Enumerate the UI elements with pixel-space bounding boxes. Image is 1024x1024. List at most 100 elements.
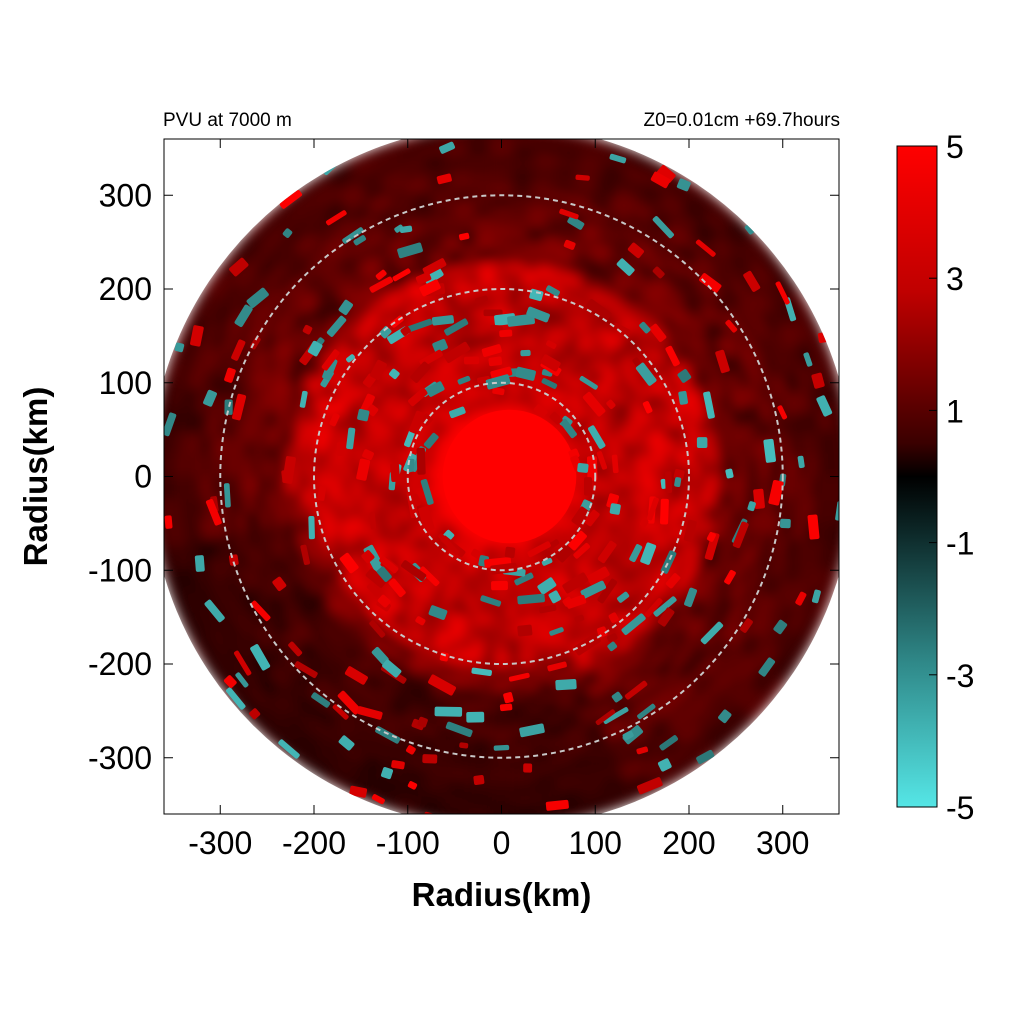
x-tick-label: -200 bbox=[282, 825, 346, 861]
field-cell bbox=[721, 492, 731, 509]
field-cell bbox=[390, 277, 408, 292]
field-cell bbox=[624, 395, 637, 409]
field-cell bbox=[536, 273, 552, 284]
field-cell bbox=[375, 411, 387, 424]
field-cell bbox=[523, 256, 540, 266]
field-cell bbox=[478, 689, 494, 698]
field-cell bbox=[476, 612, 488, 621]
field-cell bbox=[292, 417, 304, 434]
field-cell bbox=[602, 523, 614, 534]
field-cell bbox=[429, 294, 445, 307]
field-cell bbox=[671, 329, 687, 347]
field-cell bbox=[522, 271, 538, 281]
field-cell bbox=[658, 441, 668, 455]
field-cell bbox=[434, 508, 444, 517]
field-cell bbox=[669, 398, 681, 414]
field-cell bbox=[413, 622, 428, 635]
field-cell bbox=[670, 554, 683, 570]
field-cell bbox=[486, 392, 494, 402]
field-cell bbox=[425, 535, 436, 546]
field-cell bbox=[493, 400, 500, 409]
field-cell bbox=[452, 519, 461, 528]
field-cell bbox=[676, 557, 690, 574]
field-cell bbox=[379, 484, 388, 494]
field-cell bbox=[561, 320, 576, 333]
positive-anomaly bbox=[473, 775, 485, 785]
field-cell bbox=[575, 622, 590, 635]
field-cell bbox=[540, 250, 557, 262]
field-cell bbox=[358, 629, 375, 646]
field-cell bbox=[467, 155, 491, 165]
field-cell bbox=[415, 682, 433, 695]
field-cell bbox=[421, 608, 435, 621]
positive-anomaly bbox=[164, 515, 173, 529]
field-cell bbox=[597, 497, 607, 506]
field-cell bbox=[299, 419, 311, 436]
field-cell bbox=[317, 527, 330, 542]
field-cell bbox=[386, 297, 403, 312]
field-cell bbox=[510, 224, 528, 234]
field-cell bbox=[486, 613, 497, 622]
field-cell bbox=[377, 378, 391, 392]
field-cell bbox=[644, 555, 657, 570]
field-cell bbox=[469, 649, 484, 659]
field-cell bbox=[434, 489, 443, 496]
field-cell bbox=[549, 276, 566, 288]
field-cell bbox=[455, 394, 465, 404]
field-cell bbox=[534, 367, 545, 378]
field-cell bbox=[600, 595, 614, 609]
field-cell bbox=[483, 643, 496, 653]
field-cell bbox=[284, 415, 296, 432]
field-cell bbox=[527, 578, 537, 588]
field-cell bbox=[486, 331, 497, 340]
field-cell bbox=[398, 291, 415, 305]
field-cell bbox=[613, 423, 624, 435]
field-cell bbox=[599, 429, 610, 440]
field-cell bbox=[318, 476, 327, 490]
field-cell bbox=[558, 571, 570, 583]
field-cell bbox=[660, 317, 678, 334]
field-cell bbox=[568, 397, 579, 408]
field-cell bbox=[493, 239, 510, 248]
field-cell bbox=[520, 657, 535, 667]
field-cell bbox=[461, 694, 479, 705]
field-cell bbox=[558, 613, 572, 626]
field-cell bbox=[546, 611, 559, 622]
field-cell bbox=[470, 765, 492, 775]
field-cell bbox=[697, 566, 711, 585]
field-cell bbox=[565, 566, 577, 578]
field-cell bbox=[615, 484, 624, 494]
field-cell bbox=[557, 534, 568, 545]
field-cell bbox=[578, 439, 588, 448]
field-cell bbox=[328, 597, 344, 615]
field-cell bbox=[581, 330, 596, 344]
field-cell bbox=[558, 370, 570, 382]
field-cell bbox=[424, 627, 439, 640]
field-cell bbox=[837, 476, 839, 501]
field-cell bbox=[555, 334, 569, 346]
field-cell bbox=[436, 497, 446, 505]
field-cell bbox=[567, 556, 579, 567]
field-cell bbox=[592, 526, 603, 538]
field-cell bbox=[512, 163, 535, 173]
field-cell bbox=[618, 541, 630, 554]
field-cell bbox=[384, 395, 397, 408]
field-cell bbox=[641, 411, 653, 425]
field-cell bbox=[668, 452, 677, 465]
field-cell bbox=[618, 566, 632, 580]
field-cell bbox=[381, 647, 399, 662]
field-cell bbox=[521, 278, 536, 289]
field-cell bbox=[615, 476, 624, 485]
field-cell bbox=[671, 606, 687, 624]
field-cell bbox=[674, 589, 690, 607]
field-cell bbox=[272, 492, 282, 509]
field-cell bbox=[352, 506, 362, 519]
field-cell bbox=[297, 504, 308, 520]
field-cell bbox=[378, 391, 391, 404]
field-cell bbox=[468, 602, 479, 612]
field-cell bbox=[628, 494, 638, 506]
field-cell bbox=[666, 413, 678, 428]
field-cell bbox=[455, 288, 470, 299]
field-cell bbox=[631, 476, 640, 487]
field-cell bbox=[473, 387, 482, 397]
